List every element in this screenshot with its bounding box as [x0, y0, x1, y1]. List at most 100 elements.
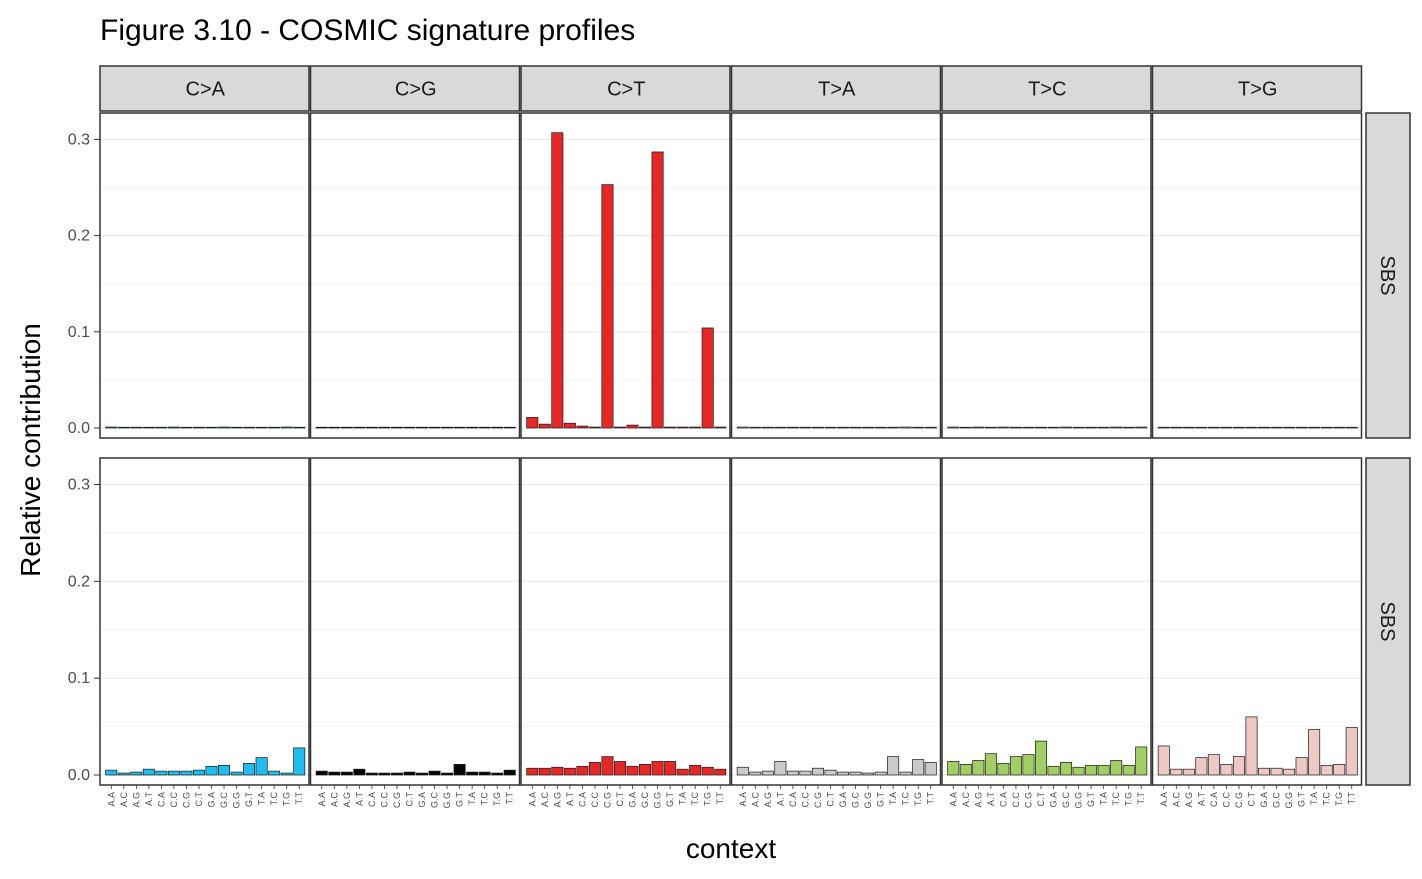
x-tick-label: G.T [1297, 791, 1307, 807]
bar-T-to-A-G.C [849, 771, 862, 776]
bar-T-to-C-A.T [984, 753, 997, 776]
bar-T-to-A-A.G [761, 770, 774, 776]
x-tick-label: G.G [653, 792, 663, 809]
bar-C-to-T-A.G [551, 132, 564, 429]
panel-background [942, 113, 1151, 438]
bar-C-to-T-A.A [526, 417, 539, 429]
bar-T-to-G-C.G [1232, 426, 1245, 429]
x-tick-label: A.C [1171, 792, 1181, 808]
bar-T-to-C-G.C [1060, 426, 1073, 429]
bar-T-to-A-A.C [749, 771, 762, 776]
bar-C-to-G-A.T [353, 426, 366, 429]
bar-T-to-G-A.C [1170, 426, 1183, 429]
bar-T-to-C-C.T [1034, 426, 1047, 429]
x-tick-label: T.G [1124, 792, 1134, 806]
y-tick-label: 0.2 [68, 573, 90, 590]
bar-C-to-G-C.T [403, 426, 416, 429]
facet-strip-T-to-C [941, 65, 1152, 112]
x-tick-label: A.C [961, 792, 971, 808]
bar-C-to-G-G.A [416, 772, 429, 776]
bar-C-to-T-T.A [676, 768, 689, 776]
x-tick-label: C.G [1234, 792, 1244, 808]
bar-C-to-T-G.A [626, 765, 639, 776]
bar-C-to-T-G.G [651, 151, 664, 429]
x-tick-label: A.G [1184, 792, 1194, 808]
x-tick-label: C.G [1023, 792, 1033, 808]
bar-C-to-G-A.T [353, 768, 366, 776]
bar-T-to-C-C.T [1034, 740, 1047, 776]
bar-C-to-G-T.G [491, 426, 504, 429]
bar-C-to-G-C.C [378, 426, 391, 429]
x-tick-label: G.T [876, 791, 886, 807]
x-tick-label: C.G [813, 792, 823, 808]
x-tick-label: G.C [851, 792, 861, 809]
bar-T-to-G-T.A [1308, 729, 1321, 776]
bar-C-to-T-A.T [563, 767, 576, 776]
bar-T-to-G-C.A [1207, 426, 1220, 429]
bar-C-to-T-A.C [538, 767, 551, 776]
x-tick-label: A.T [1196, 792, 1206, 807]
y-tick-label: 0.0 [68, 420, 90, 437]
facet-strip-C-to-T [520, 65, 731, 112]
bar-C-to-T-C.A [576, 765, 589, 776]
bar-C-to-T-C.C [588, 762, 601, 776]
bar-T-to-C-G.C [1060, 762, 1073, 776]
bar-T-to-A-C.A [786, 426, 799, 429]
x-tick-label: T.T [294, 791, 304, 804]
x-tick-label: G.G [863, 792, 873, 809]
bar-T-to-A-C.C [799, 426, 812, 429]
bar-T-to-A-T.T [924, 426, 937, 429]
x-tick-label: T.G [1334, 792, 1344, 806]
bar-T-to-A-T.A [887, 756, 900, 776]
bar-T-to-G-A.A [1157, 426, 1170, 429]
bar-C-to-A-G.T [243, 763, 256, 776]
x-tick-label: T.C [690, 791, 700, 805]
x-tick-label: C.A [788, 792, 798, 807]
bar-T-to-A-T.A [887, 426, 900, 429]
bar-T-to-A-G.G [862, 772, 875, 776]
bar-T-to-C-A.C [959, 763, 972, 776]
bar-C-to-A-T.G [280, 772, 293, 776]
bar-C-to-T-T.G [701, 766, 714, 776]
bar-T-to-C-C.C [1009, 426, 1022, 429]
bar-C-to-T-T.G [701, 327, 714, 429]
panel-border [1151, 457, 1363, 786]
x-tick-label: T.T [1136, 791, 1146, 804]
bar-T-to-G-C.T [1245, 716, 1258, 776]
bar-C-to-T-T.T [714, 768, 727, 776]
x-tick-label: C.G [181, 792, 191, 808]
bar-C-to-G-A.C [328, 426, 341, 429]
x-tick-label: T.G [492, 792, 502, 806]
bar-T-to-C-C.G [1022, 754, 1035, 776]
bar-C-to-T-A.G [551, 766, 564, 776]
bar-T-to-C-T.A [1097, 426, 1110, 429]
bar-C-to-T-T.C [689, 764, 702, 776]
x-tick-label: G.A [838, 792, 848, 808]
bar-T-to-A-C.C [799, 770, 812, 776]
bar-C-to-A-G.G [230, 771, 243, 776]
x-tick-label: T.G [703, 792, 713, 806]
x-tick-label: G.A [207, 792, 217, 808]
bar-T-to-G-G.G [1283, 768, 1296, 776]
bar-C-to-G-G.C [428, 770, 441, 776]
bar-C-to-G-G.G [441, 426, 454, 429]
bar-T-to-G-T.G [1333, 426, 1346, 429]
facet-strip-T-to-A [730, 65, 942, 112]
bar-C-to-G-G.G [441, 772, 454, 776]
bar-T-to-A-G.T [874, 426, 887, 429]
x-tick-label: T.C [901, 791, 911, 805]
bar-T-to-A-A.A [736, 766, 749, 776]
x-tick-label: T.A [1309, 792, 1319, 805]
row-strip [1365, 457, 1411, 786]
bar-C-to-G-A.C [328, 771, 341, 776]
bar-T-to-G-G.A [1258, 426, 1271, 429]
x-tick-label: T.G [282, 792, 292, 806]
bar-C-to-A-T.T [293, 747, 306, 776]
bar-C-to-T-C.G [601, 184, 614, 429]
x-tick-label: T.T [715, 791, 725, 804]
bar-C-to-T-C.G [601, 756, 614, 776]
panel-border [99, 457, 310, 786]
y-axis-title: Relative contribution [15, 323, 46, 577]
bar-T-to-G-A.G [1182, 768, 1195, 776]
panel-background [731, 458, 941, 785]
